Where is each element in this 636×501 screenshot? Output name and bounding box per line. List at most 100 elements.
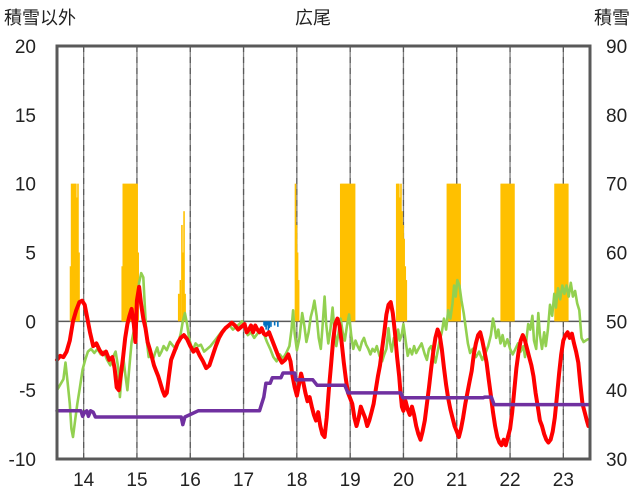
left-tick-label: 10 — [15, 175, 36, 196]
bar — [263, 321, 265, 326]
bar — [134, 183, 136, 322]
right-tick-label: 40 — [606, 381, 627, 402]
bar — [126, 183, 129, 322]
right-tick-label: 50 — [606, 312, 627, 333]
left-axis-title: 積雪以外 — [4, 8, 76, 29]
bar — [448, 183, 451, 322]
bar — [455, 183, 457, 322]
bar — [558, 183, 561, 322]
x-tick-label: 16 — [180, 470, 201, 491]
bar — [128, 183, 131, 322]
bar — [353, 183, 356, 322]
bar — [454, 183, 456, 322]
bar — [501, 183, 504, 322]
bar — [342, 183, 344, 322]
bar — [405, 280, 408, 322]
x-tick-label: 23 — [553, 470, 574, 491]
bar — [265, 321, 267, 330]
bar — [559, 183, 562, 322]
bar — [451, 183, 454, 322]
right-axis-ticks: 30 40 50 60 70 80 90 — [606, 37, 627, 471]
left-tick-label: -10 — [9, 450, 36, 471]
plot-frame — [55, 44, 592, 461]
x-axis-ticks: 14 15 16 17 18 19 20 21 22 23 — [73, 470, 574, 491]
bar — [500, 183, 502, 322]
x-tick-label: 20 — [393, 470, 414, 491]
bar — [273, 321, 276, 326]
bar — [132, 183, 134, 322]
x-tick-label: 17 — [233, 470, 254, 491]
x-tick-label: 14 — [73, 470, 95, 491]
bar — [277, 321, 279, 327]
bar — [296, 252, 299, 322]
bar — [346, 183, 348, 322]
bar — [557, 183, 560, 322]
bar — [71, 183, 74, 322]
bar — [72, 183, 75, 322]
bar — [77, 183, 79, 322]
bar — [121, 266, 124, 322]
bar — [177, 293, 180, 322]
bar — [133, 183, 135, 322]
bar — [78, 252, 80, 322]
bar — [352, 183, 355, 322]
bar-series — [69, 183, 569, 333]
bar — [447, 183, 450, 322]
bar — [457, 183, 459, 322]
bar — [507, 183, 510, 322]
bar — [135, 183, 137, 322]
bar — [70, 183, 73, 322]
bar — [347, 183, 350, 322]
bar — [512, 183, 514, 322]
x-tick-label: 22 — [499, 470, 520, 491]
bar — [345, 183, 347, 322]
bar — [339, 183, 342, 322]
bar — [268, 321, 271, 329]
left-axis-ticks: -10 -5 0 5 10 15 20 — [9, 37, 36, 471]
right-tick-label: 60 — [606, 244, 627, 265]
bar — [181, 224, 183, 322]
bar — [129, 183, 132, 322]
bar — [266, 321, 268, 326]
bar — [567, 183, 569, 322]
bar — [404, 266, 407, 322]
right-tick-label: 80 — [606, 106, 627, 127]
left-tick-label: 0 — [25, 312, 36, 333]
right-tick-label: 30 — [606, 450, 627, 471]
bar — [297, 280, 300, 322]
bar — [446, 183, 449, 322]
bar — [344, 183, 346, 322]
bar — [508, 183, 511, 322]
bar — [123, 183, 126, 322]
bar — [399, 197, 401, 322]
bar — [348, 183, 351, 322]
bar — [560, 183, 563, 322]
series-line — [55, 371, 591, 427]
bar — [509, 183, 512, 322]
bar — [554, 183, 556, 322]
bar — [504, 183, 507, 322]
bar — [565, 183, 568, 322]
bar — [450, 183, 453, 322]
bar — [343, 183, 345, 322]
bar — [270, 321, 272, 327]
right-axis-title: 積雪 — [594, 8, 630, 29]
bar — [513, 183, 515, 322]
chart-title: 広尾 — [295, 8, 331, 29]
bar — [452, 183, 455, 322]
bar — [182, 252, 184, 322]
bar — [562, 183, 565, 322]
bar — [349, 183, 352, 322]
bar — [295, 224, 298, 322]
bar — [76, 197, 78, 322]
series-line — [55, 271, 590, 439]
bar — [183, 211, 185, 322]
bar — [564, 183, 567, 322]
bar — [563, 183, 566, 322]
bar — [458, 183, 460, 322]
bar — [395, 183, 398, 322]
bar — [75, 183, 77, 322]
bar — [555, 183, 557, 322]
